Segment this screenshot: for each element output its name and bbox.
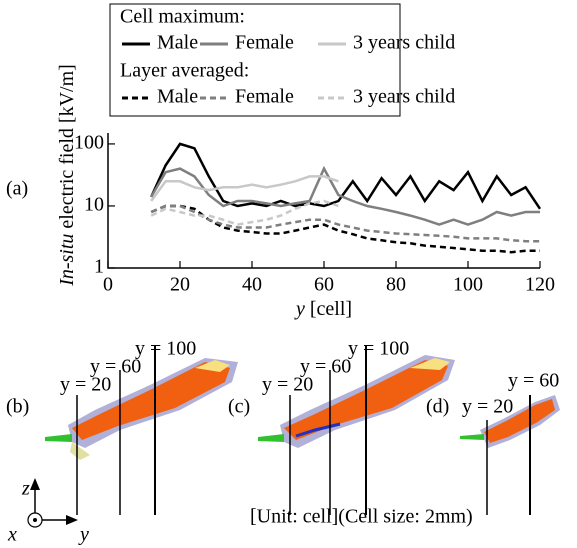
series-line (150, 204, 540, 243)
axis-x-label: x (7, 524, 17, 546)
unit-note: [Unit: cell](Cell size: 2mm) (250, 506, 473, 528)
x-tick-label: 80 (386, 274, 406, 296)
x-label-rest: [cell] (305, 298, 352, 320)
y100-label: y = 100 (135, 338, 196, 360)
x-tick-label: 40 (242, 274, 262, 296)
y20-label: y = 20 (262, 374, 313, 396)
panel-d: (d) y = 20 y = 60 (426, 370, 560, 515)
y-label-italic: In-situ (56, 234, 78, 287)
y-label-rest: electric field [kV/m] (56, 64, 78, 233)
legend-box (109, 3, 401, 117)
y-tick-label: 1 (94, 256, 104, 278)
legend-heading: Cell maximum: (120, 6, 245, 28)
panel-label: (a) (6, 178, 28, 200)
series-line (150, 204, 540, 254)
legend-label: 3 years child (353, 86, 455, 108)
y100-label: y = 100 (348, 338, 409, 360)
legend-heading: Layer averaged: (120, 60, 249, 82)
axis-z-label: z (21, 478, 30, 500)
y-tick-label: 100 (74, 132, 104, 154)
panel-b: (b) y = 20 y = 60 y = 100 (6, 338, 238, 515)
y20-label: y = 20 (60, 374, 111, 396)
x-axis-label: y [cell] (294, 298, 352, 320)
y60-label: y = 60 (90, 356, 141, 378)
axes-icon: z x y (7, 478, 89, 546)
series-line (150, 175, 339, 202)
legend-label: Female (235, 32, 294, 54)
panel-b-label: (b) (6, 396, 29, 418)
panel-c: (c) y = 20 y = 60 y = 100 (228, 338, 455, 515)
series-line (150, 199, 339, 226)
x-tick-label: 0 (103, 274, 113, 296)
legend-label: Male (157, 32, 198, 54)
axis-y-label: y (78, 524, 89, 546)
series-line (150, 165, 540, 226)
y-tick-label: 10 (84, 194, 104, 216)
x-tick-label: 60 (314, 274, 334, 296)
legend-label: 3 years child (353, 32, 455, 54)
x-tick-label: 120 (525, 274, 555, 296)
legend-label: Female (235, 86, 294, 108)
panel-c-label: (c) (228, 396, 250, 418)
y60-label: y = 60 (300, 356, 351, 378)
legend-label: Male (157, 86, 198, 108)
x-label-italic: y (294, 298, 305, 320)
panel-d-label: (d) (426, 396, 449, 418)
y20-label: y = 20 (462, 396, 513, 418)
y-axis-label: In-situ electric field [kV/m] (56, 64, 78, 287)
y60-label: y = 60 (508, 370, 559, 392)
x-tick-label: 100 (453, 274, 483, 296)
x-tick-label: 20 (170, 274, 190, 296)
